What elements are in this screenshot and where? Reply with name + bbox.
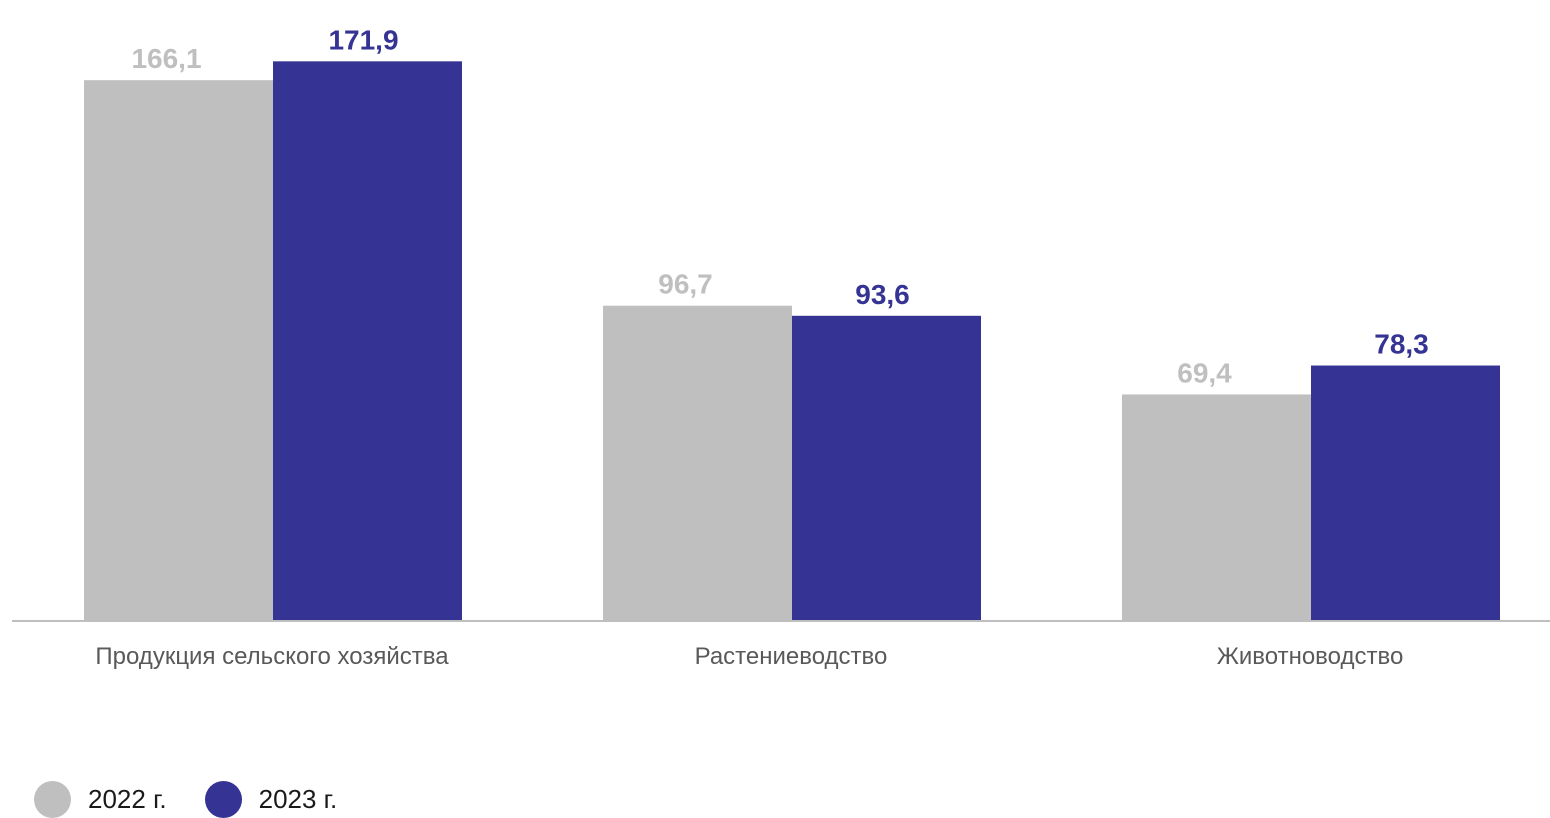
data-label: 78,3 xyxy=(1374,329,1429,360)
bar-2023 xyxy=(792,315,981,620)
bar-2023 xyxy=(1311,365,1500,620)
data-label: 166,1 xyxy=(131,43,201,74)
bar-group: 69,4 78,3 xyxy=(1122,329,1500,620)
bar-group: 166,1 171,9 xyxy=(84,24,462,621)
legend-label-2023: 2023 г. xyxy=(258,784,338,814)
category-label: Растениеводство xyxy=(695,643,888,670)
bar-2022 xyxy=(603,305,792,620)
category-label: Продукция сельского хозяйства xyxy=(95,643,449,670)
bar-2022 xyxy=(1122,394,1311,620)
bar-group: 96,7 93,6 xyxy=(603,269,981,620)
legend: 2022 г. 2023 г. xyxy=(34,781,375,818)
bar-2023 xyxy=(273,61,462,620)
legend-item-2022: 2022 г. xyxy=(34,781,167,818)
data-label: 96,7 xyxy=(658,269,713,300)
data-label: 69,4 xyxy=(1177,357,1232,388)
bar-2022 xyxy=(84,80,273,621)
data-label: 171,9 xyxy=(328,24,398,55)
data-label: 93,6 xyxy=(855,279,910,310)
legend-swatch-2022 xyxy=(34,781,71,818)
legend-label-2022: 2022 г. xyxy=(88,784,167,814)
legend-swatch-2023 xyxy=(204,781,242,818)
legend-item-2023: 2023 г. xyxy=(204,781,338,818)
bar-chart: 166,1 171,9 Продукция сельского хозяйства 9… xyxy=(12,24,1550,670)
category-label: Животноводство xyxy=(1217,643,1404,670)
